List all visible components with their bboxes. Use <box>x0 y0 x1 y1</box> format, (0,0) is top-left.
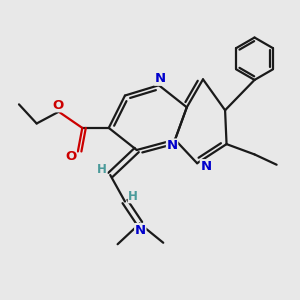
Text: N: N <box>155 72 166 85</box>
Text: H: H <box>128 190 138 203</box>
Text: O: O <box>65 150 76 163</box>
Text: N: N <box>135 224 146 237</box>
Text: N: N <box>167 139 178 152</box>
Text: O: O <box>52 99 64 112</box>
Text: H: H <box>97 163 107 176</box>
Text: N: N <box>200 160 211 173</box>
